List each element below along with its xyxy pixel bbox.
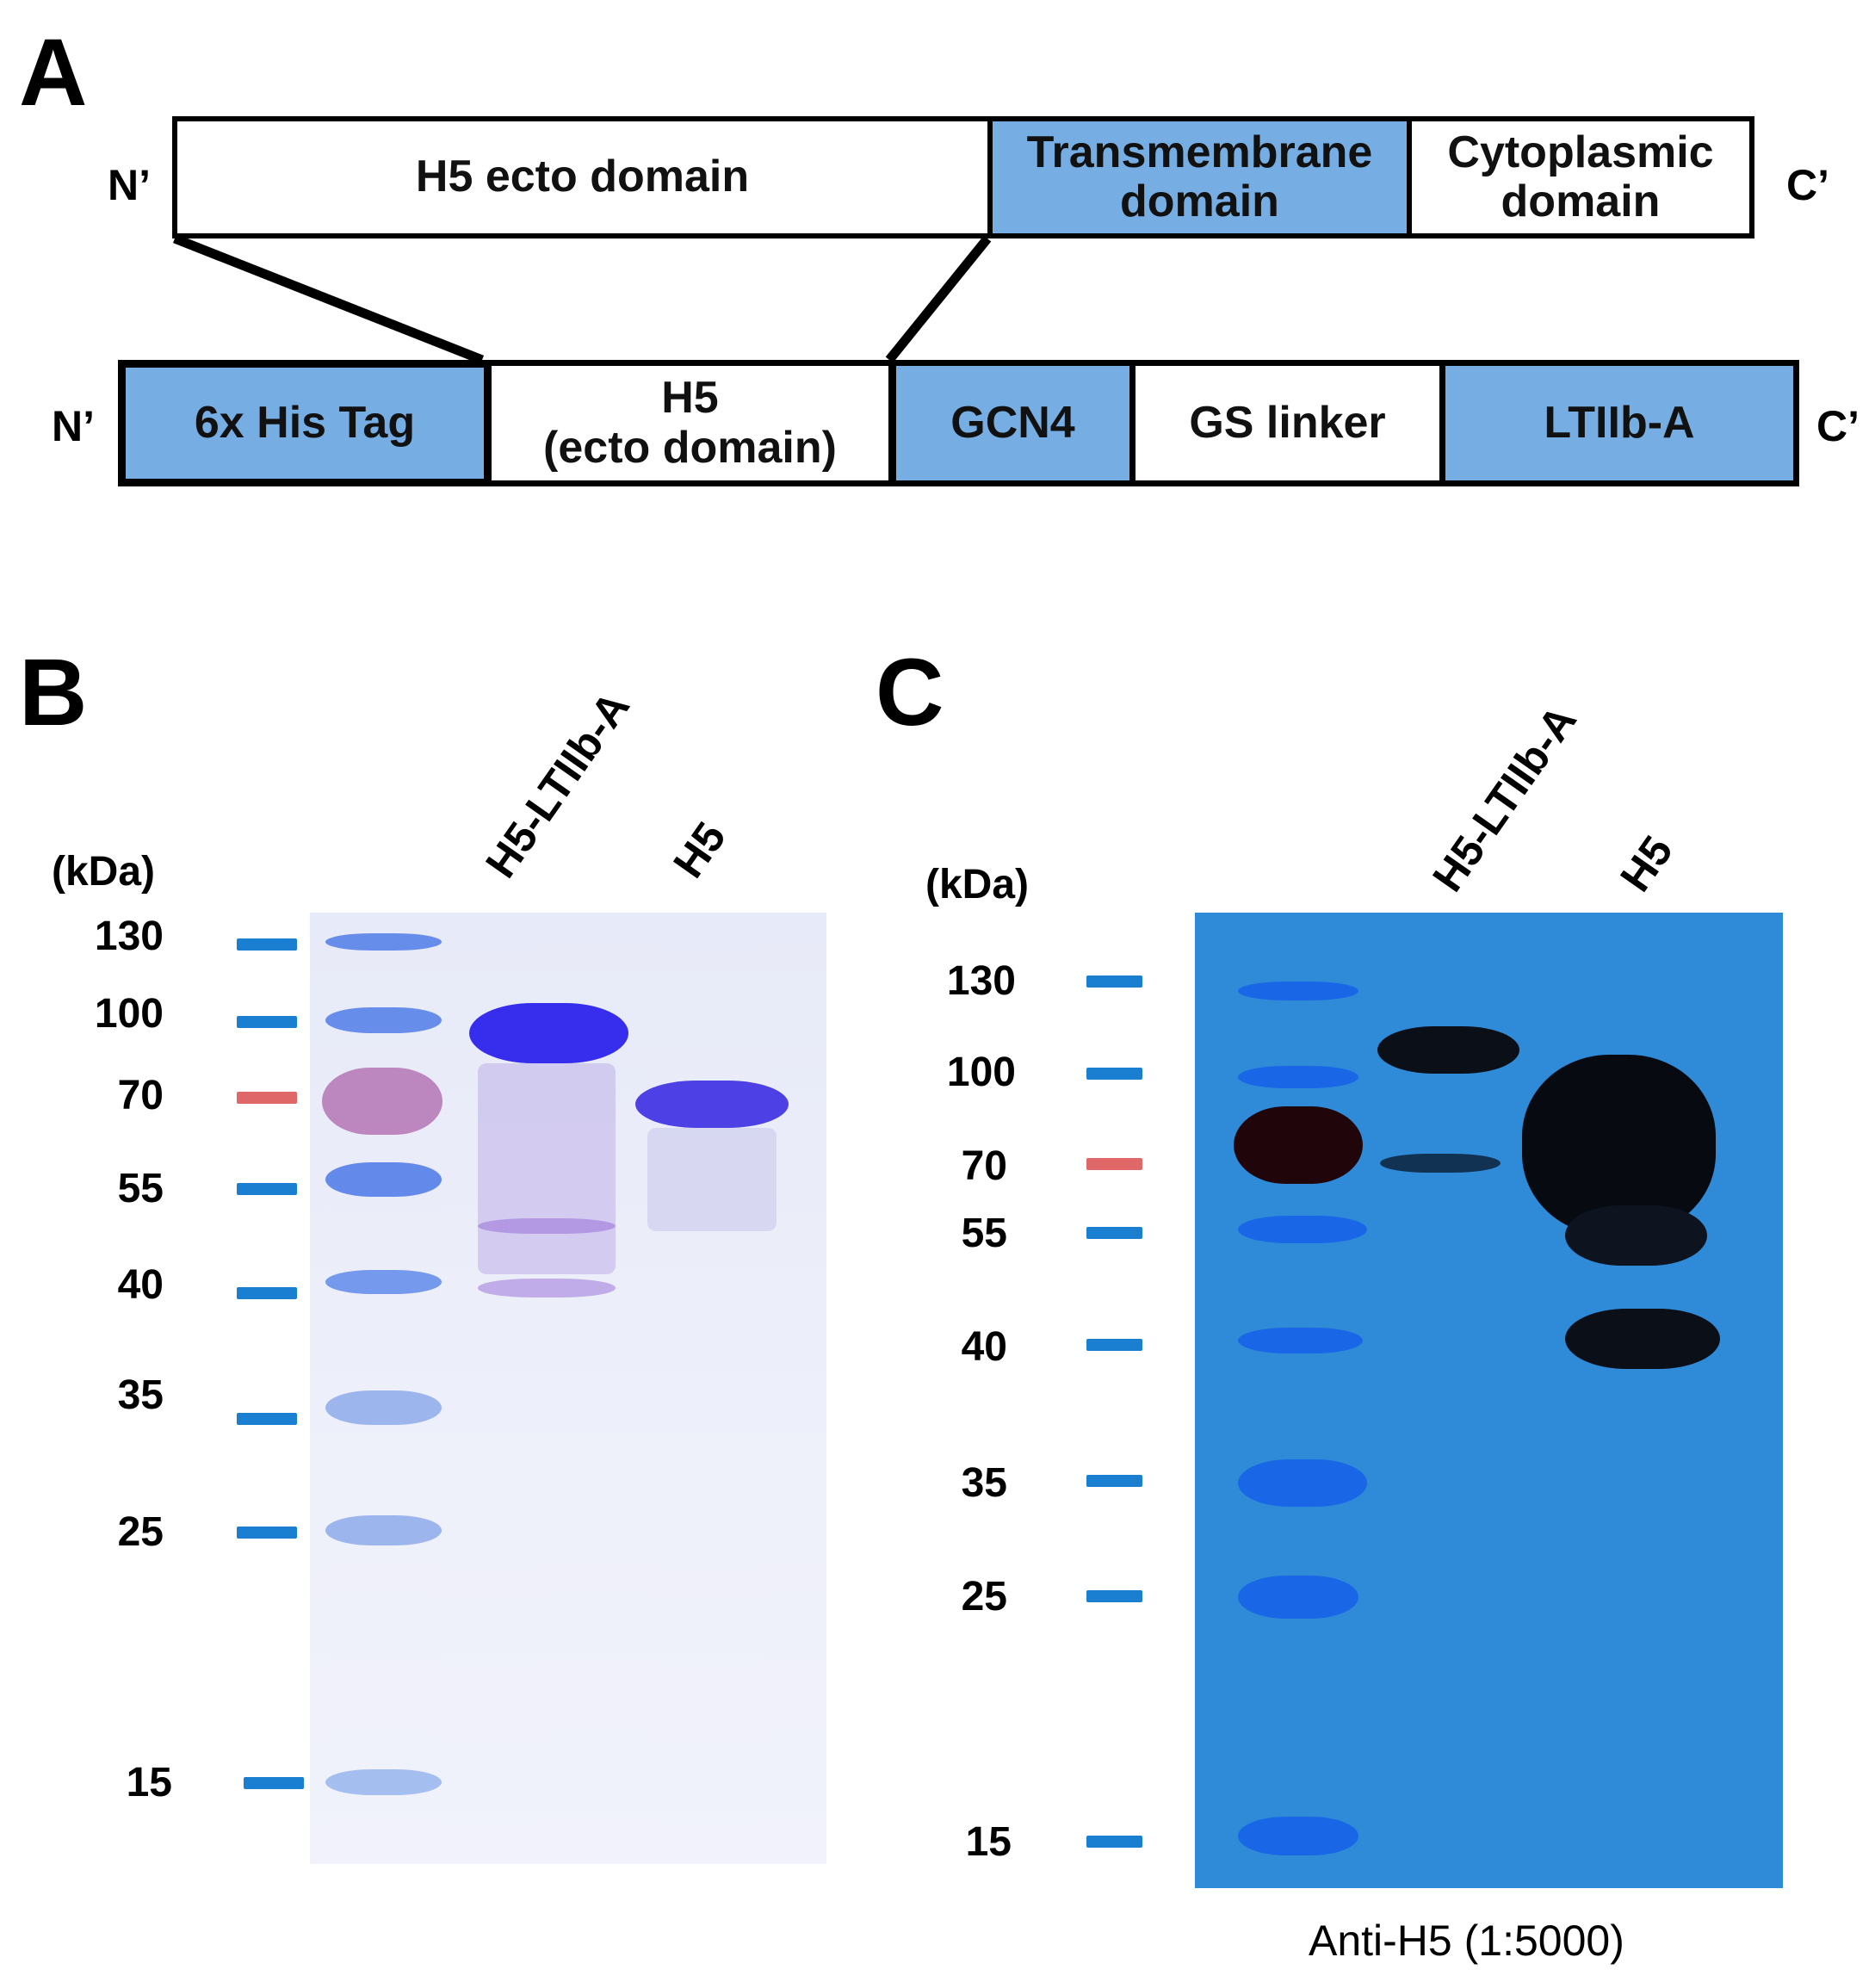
coomassie-gel-image <box>310 913 826 1864</box>
ladder-band <box>325 1769 442 1795</box>
top-c-terminus-label: C’ <box>1786 161 1829 209</box>
blot-ladder-band <box>1238 982 1358 1000</box>
gel-b-marker-tick <box>237 1183 297 1195</box>
gel-b-mw-55: 55 <box>117 1166 164 1211</box>
gel-b-mw-35: 35 <box>117 1372 164 1418</box>
gel-b-mw-130: 130 <box>94 913 164 959</box>
gel-b-marker-tick <box>237 1413 297 1425</box>
ladder-band <box>325 1007 442 1033</box>
panel-b-letter: B <box>19 640 88 746</box>
blot-h5-degradation-band <box>1565 1309 1720 1369</box>
gel-b-marker-tick <box>237 938 297 951</box>
panel-a-letter: A <box>19 20 88 126</box>
blot-h5-minor-band <box>1565 1205 1707 1266</box>
blot-c-marker-tick-red <box>1086 1158 1142 1170</box>
blot-c-mw-130: 130 <box>946 958 1016 1004</box>
top-n-terminus-label: N’ <box>108 161 151 209</box>
blot-c-marker-tick <box>1086 975 1142 988</box>
ladder-band <box>325 933 442 951</box>
gel-b-marker-tick <box>237 1287 297 1299</box>
blot-ladder-band <box>1238 1817 1358 1855</box>
blot-ladder-band-70 <box>1234 1106 1363 1184</box>
blot-c-mw-25: 25 <box>961 1574 1007 1620</box>
h5-smear <box>647 1128 777 1231</box>
blot-c-mw-70: 70 <box>961 1143 1007 1189</box>
ladder-band <box>325 1515 442 1545</box>
bottom-n-terminus-label: N’ <box>52 402 95 450</box>
gel-b-mw-25: 25 <box>117 1509 164 1555</box>
blot-c-marker-tick <box>1086 1227 1142 1239</box>
gel-b-mw-100: 100 <box>94 991 164 1037</box>
western-blot-image <box>1195 913 1783 1888</box>
h5-ecto-domain-fusion-box: H5 (ecto domain) <box>484 360 888 486</box>
ladder-band <box>325 1162 442 1197</box>
blot-c-antibody-caption: Anti-H5 (1:5000) <box>1309 1917 1624 1965</box>
panel-c-letter: C <box>876 640 944 746</box>
gel-b-mw-40: 40 <box>117 1262 164 1308</box>
blot-c-marker-tick <box>1086 1475 1142 1487</box>
ladder-band-70 <box>322 1068 442 1135</box>
gel-b-unit-label: (kDa) <box>52 849 156 895</box>
blot-c-marker-tick <box>1086 1339 1142 1351</box>
gel-b-marker-tick <box>244 1777 304 1789</box>
gel-b-lane-label-h5: H5 <box>664 813 735 887</box>
blot-c-marker-tick <box>1086 1836 1142 1848</box>
blot-ladder-band <box>1238 1576 1358 1619</box>
gel-b-mw-70: 70 <box>117 1073 164 1118</box>
blot-h5-ltiib-a-minor-band <box>1380 1154 1501 1173</box>
blot-c-mw-100: 100 <box>946 1050 1016 1095</box>
gel-b-marker-tick-red <box>237 1092 297 1104</box>
blot-c-mw-40: 40 <box>961 1324 1007 1370</box>
blot-c-lane-label-h5: H5 <box>1611 827 1682 901</box>
gel-b-marker-tick <box>237 1527 297 1539</box>
transmembrane-domain-box: Transmembrane domain <box>987 116 1407 238</box>
ladder-band <box>325 1270 442 1294</box>
h5-main-band <box>635 1081 789 1128</box>
gel-b-mw-15: 15 <box>126 1760 172 1805</box>
cytoplasmic-domain-box: Cytoplasmic domain <box>1407 116 1754 238</box>
blot-c-mw-55: 55 <box>961 1211 1007 1256</box>
h5-ecto-domain-box: H5 ecto domain <box>172 116 987 238</box>
gs-linker-box: GS linker <box>1129 360 1439 486</box>
blot-c-unit-label: (kDa) <box>925 862 1030 907</box>
blot-c-marker-tick <box>1086 1068 1142 1080</box>
blot-ladder-band <box>1238 1066 1358 1088</box>
ltiib-a-box: LTIIb-A <box>1439 360 1799 486</box>
blot-c-mw-35: 35 <box>961 1460 1007 1506</box>
gel-b-lane-label-h5-ltiib-a: H5-LTIIb-A <box>476 683 640 887</box>
ladder-band <box>325 1390 442 1425</box>
h5-ltiib-a-main-band <box>469 1003 628 1063</box>
his-tag-box: 6x His Tag <box>118 360 484 486</box>
blot-ladder-band <box>1238 1328 1363 1353</box>
blot-c-lane-label-h5-ltiib-a: H5-LTIIb-A <box>1423 697 1587 901</box>
blot-c-marker-tick <box>1086 1590 1142 1602</box>
bottom-c-terminus-label: C’ <box>1816 402 1860 450</box>
h5-ltiib-a-minor-band <box>478 1279 616 1297</box>
h5-ltiib-a-minor-band <box>478 1218 616 1234</box>
blot-ladder-band <box>1238 1216 1367 1243</box>
gcn4-box: GCN4 <box>888 360 1129 486</box>
gel-b-marker-tick <box>237 1016 297 1028</box>
construct-connector-lines <box>172 233 992 365</box>
blot-c-mw-15: 15 <box>965 1819 1012 1865</box>
h5-ltiib-a-smear <box>478 1063 616 1274</box>
blot-h5-ltiib-a-band <box>1377 1026 1519 1074</box>
blot-ladder-band <box>1238 1459 1367 1507</box>
